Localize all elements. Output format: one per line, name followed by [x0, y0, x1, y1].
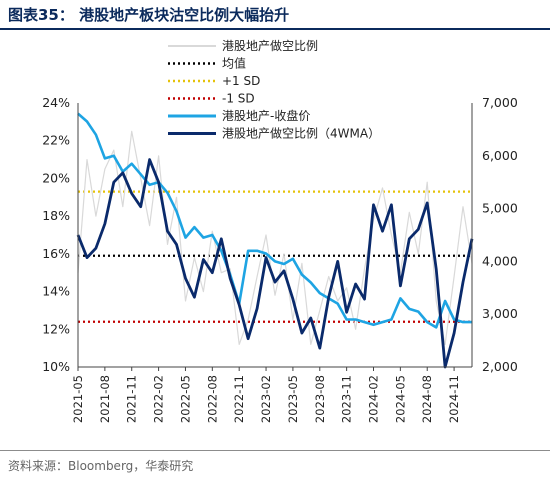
- series-short-ratio-raw: [77, 130, 473, 345]
- right-tick-label: 4,000: [482, 253, 518, 268]
- left-tick-label: 10%: [42, 359, 70, 374]
- x-tick-label: 2024-08: [420, 375, 434, 423]
- left-tick-label: 22%: [42, 133, 70, 148]
- series-short-ratio-4wma: [76, 158, 474, 369]
- x-tick-label: 2022-05: [178, 375, 192, 423]
- left-axis-ticks: 10% 12% 14% 16% 18% 20% 22% 24%: [42, 95, 70, 374]
- x-tick-label: 2023-08: [313, 375, 327, 423]
- x-tick-label: 2022-11: [232, 375, 246, 423]
- x-tick-label: 2022-08: [205, 375, 219, 423]
- source-rule: [0, 450, 550, 451]
- x-tick-label: 2022-02: [152, 375, 166, 423]
- x-tick-label: 2024-02: [367, 375, 381, 423]
- legend-label: 港股地产做空比例: [222, 38, 318, 53]
- x-tick-label: 2023-11: [340, 375, 354, 423]
- right-tick-label: 2,000: [482, 359, 518, 374]
- x-tick-label: 2021-05: [71, 375, 85, 423]
- right-tick-label: 6,000: [482, 148, 518, 163]
- legend-label: 均值: [222, 56, 246, 71]
- source-note: 资料来源：Bloomberg，华泰研究: [8, 459, 194, 473]
- left-tick-label: 14%: [42, 284, 70, 299]
- x-tick-label: 2021-08: [98, 375, 112, 423]
- x-tick-label: 2023-02: [259, 375, 273, 423]
- right-tick-label: 5,000: [482, 201, 518, 216]
- reference-lines: [78, 190, 472, 323]
- x-tick-label: 2024-11: [447, 375, 461, 423]
- right-tick-label: 7,000: [482, 95, 518, 110]
- title-rule: [0, 28, 550, 30]
- legend-label: -1 SD: [222, 92, 255, 106]
- series-layer: [76, 112, 474, 369]
- right-axis-ticks: 2,000 3,000 4,000 5,000 6,000 7,000: [482, 95, 518, 374]
- chart-canvas: 10% 12% 14% 16% 18% 20% 22% 24% 2,000 3,000 4,000…: [42, 38, 518, 423]
- x-axis-ticks: 2021-05 2021-08 2021-11 2022-02 2022-05 2022-…: [71, 367, 461, 423]
- left-tick-label: 16%: [42, 246, 70, 261]
- left-tick-label: 24%: [42, 95, 70, 110]
- left-tick-label: 12%: [42, 321, 70, 336]
- x-tick-label: 2021-11: [125, 375, 139, 423]
- axes: [77, 103, 473, 368]
- x-tick-label: 2023-05: [286, 375, 300, 423]
- left-tick-label: 20%: [42, 170, 70, 185]
- legend-label: 港股地产-收盘价: [222, 108, 310, 123]
- figure-title: 图表35： 港股地产板块沽空比例大幅抬升: [8, 6, 290, 24]
- series-close-price: [77, 112, 472, 329]
- left-tick-label: 18%: [42, 208, 70, 223]
- x-tick-label: 2024-05: [393, 375, 407, 423]
- legend-label: +1 SD: [222, 74, 260, 88]
- legend-label: 港股地产做空比例（4WMA）: [222, 126, 380, 141]
- right-tick-label: 3,000: [482, 306, 518, 321]
